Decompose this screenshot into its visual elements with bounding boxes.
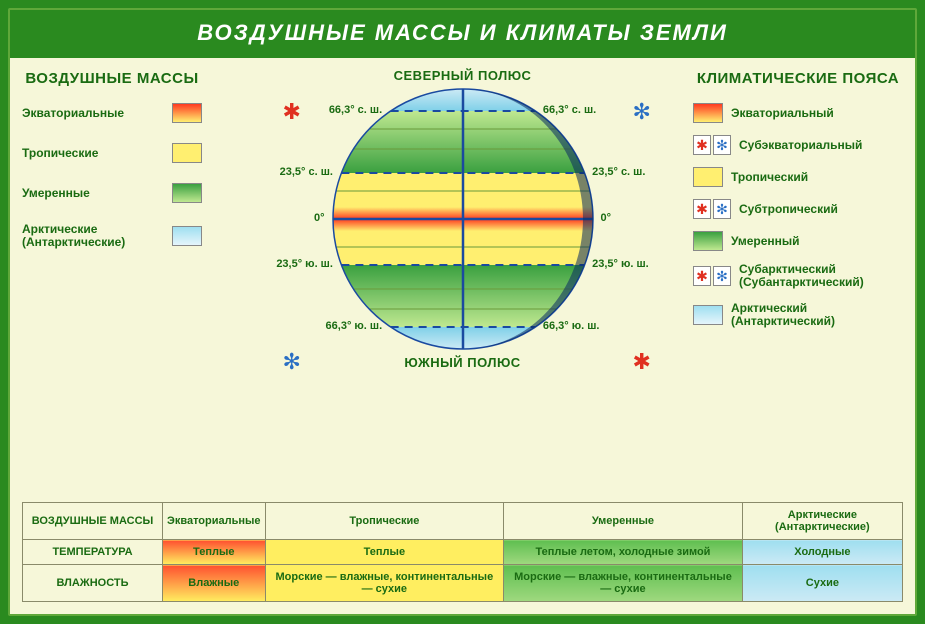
latitude-label: 66,3° с. ш.	[329, 104, 382, 116]
cell: Морские — влажные, континентальные — сух…	[265, 565, 504, 602]
snow-icon: ✻	[713, 199, 731, 219]
color-swatch	[693, 231, 723, 251]
legend-item: Арктические (Антарктические)	[22, 223, 202, 249]
latitude-label: 23,5° ю. ш.	[276, 258, 333, 270]
icon-pair: ✱✻	[693, 266, 731, 286]
legend-item: Экваториальный	[693, 103, 903, 123]
legend-item: Умеренный	[693, 231, 903, 251]
legend-item: Тропический	[693, 167, 903, 187]
legend-label: Тропические	[22, 147, 164, 160]
cell: Холодные	[742, 540, 902, 565]
legend-label: Субтропический	[739, 203, 838, 216]
latitude-label: 0°	[601, 212, 612, 224]
right-heading: КЛИМАТИЧЕСКИЕ ПОЯСА	[693, 70, 903, 87]
latitude-label: 23,5° с. ш.	[592, 166, 645, 178]
color-swatch	[172, 143, 202, 163]
sun-icon: ✱	[693, 266, 711, 286]
snow-icon: ✻	[713, 135, 731, 155]
left-heading: ВОЗДУШНЫЕ МАССЫ	[22, 70, 202, 87]
table: ВОЗДУШНЫЕ МАССЫ Экваториальные Тропическ…	[22, 502, 903, 602]
legend-item: ✱✻ Субтропический	[693, 199, 903, 219]
cell: Теплые летом, холодные зимой	[504, 540, 743, 565]
snow-icon: ✻	[713, 266, 731, 286]
legend-item: ✱✻ Субэкваториальный	[693, 135, 903, 155]
summary-table: ВОЗДУШНЫЕ МАССЫ Экваториальные Тропическ…	[22, 502, 903, 602]
sun-icon: ✱	[283, 99, 301, 125]
color-swatch	[172, 103, 202, 123]
color-swatch	[172, 183, 202, 203]
table-row-humidity: ВЛАЖНОСТЬ Влажные Морские — влажные, кон…	[23, 565, 903, 602]
content-area: ВОЗДУШНЫЕ МАССЫ ЭкваториальныеТропически…	[10, 60, 915, 614]
sun-icon: ✱	[633, 349, 651, 375]
sun-icon: ✱	[693, 199, 711, 219]
latitude-label: 66,3° с. ш.	[543, 104, 596, 116]
latitude-label: 66,3° ю. ш.	[326, 320, 383, 332]
sun-icon: ✱	[693, 135, 711, 155]
color-swatch	[693, 103, 723, 123]
cell: Сухие	[742, 565, 902, 602]
col-header: Арктические (Антарктические)	[742, 503, 902, 540]
color-swatch	[693, 305, 723, 325]
north-pole-label: СЕВЕРНЫЙ ПОЛЮС	[253, 68, 673, 83]
globe-section: СЕВЕРНЫЙ ПОЛЮС 66,3° с. ш.66,3° с. ш.23,…	[253, 68, 673, 370]
latitude-label: 66,3° ю. ш.	[543, 320, 600, 332]
col-header: Умеренные	[504, 503, 743, 540]
table-row-temperature: ТЕМПЕРАТУРА Теплые Теплые Теплые летом, …	[23, 540, 903, 565]
title: ВОЗДУШНЫЕ МАССЫ И КЛИМАТЫ ЗЕМЛИ	[10, 10, 915, 58]
snow-icon: ✻	[283, 349, 301, 375]
cell: Теплые	[163, 540, 266, 565]
legend-item: Умеренные	[22, 183, 202, 203]
row-header-label: ВОЗДУШНЫЕ МАССЫ	[23, 503, 163, 540]
legend-label: Умеренные	[22, 187, 164, 200]
legend-label: Экваториальные	[22, 107, 164, 120]
legend-label: Арктические (Антарктические)	[22, 223, 164, 249]
legend-label: Субарктический (Субантарктический)	[739, 263, 903, 289]
poster-inner: ВОЗДУШНЫЕ МАССЫ И КЛИМАТЫ ЗЕМЛИ ВОЗДУШНЫ…	[8, 8, 917, 616]
legend-label: Арктический (Антарктический)	[731, 302, 903, 328]
cell: Влажные	[163, 565, 266, 602]
col-header: Тропические	[265, 503, 504, 540]
legend-item: Экваториальные	[22, 103, 202, 123]
legend-item: Тропические	[22, 143, 202, 163]
legend-label: Умеренный	[731, 235, 800, 248]
snow-icon: ✻	[633, 99, 651, 125]
latitude-label: 23,5° с. ш.	[280, 166, 333, 178]
col-header: Экваториальные	[163, 503, 266, 540]
color-swatch	[693, 167, 723, 187]
poster-frame: ВОЗДУШНЫЕ МАССЫ И КЛИМАТЫ ЗЕМЛИ ВОЗДУШНЫ…	[0, 0, 925, 624]
icon-pair: ✱✻	[693, 135, 731, 155]
row-header-label: ТЕМПЕРАТУРА	[23, 540, 163, 565]
color-swatch	[172, 226, 202, 246]
legend-label: Тропический	[731, 171, 808, 184]
latitude-label: 0°	[314, 212, 325, 224]
icon-pair: ✱✻	[693, 199, 731, 219]
cell: Морские — влажные, континентальные — сух…	[504, 565, 743, 602]
legend-item: ✱✻ Субарктический (Субантарктический)	[693, 263, 903, 289]
globe: 66,3° с. ш.66,3° с. ш.23,5° с. ш.23,5° с…	[333, 89, 593, 349]
south-pole-label: ЮЖНЫЙ ПОЛЮС	[253, 355, 673, 370]
cell: Теплые	[265, 540, 504, 565]
row-header-label: ВЛАЖНОСТЬ	[23, 565, 163, 602]
left-legend: ВОЗДУШНЫЕ МАССЫ Экваториальные Тропически…	[22, 70, 202, 270]
legend-label: Экваториальный	[731, 107, 834, 120]
latitude-label: 23,5° ю. ш.	[592, 258, 649, 270]
table-header-row: ВОЗДУШНЫЕ МАССЫ Экваториальные Тропическ…	[23, 503, 903, 540]
legend-label: Субэкваториальный	[739, 139, 862, 152]
right-legend: КЛИМАТИЧЕСКИЕ ПОЯСА Экваториальный✱✻Субэ…	[693, 70, 903, 340]
legend-item: Арктический (Антарктический)	[693, 302, 903, 328]
